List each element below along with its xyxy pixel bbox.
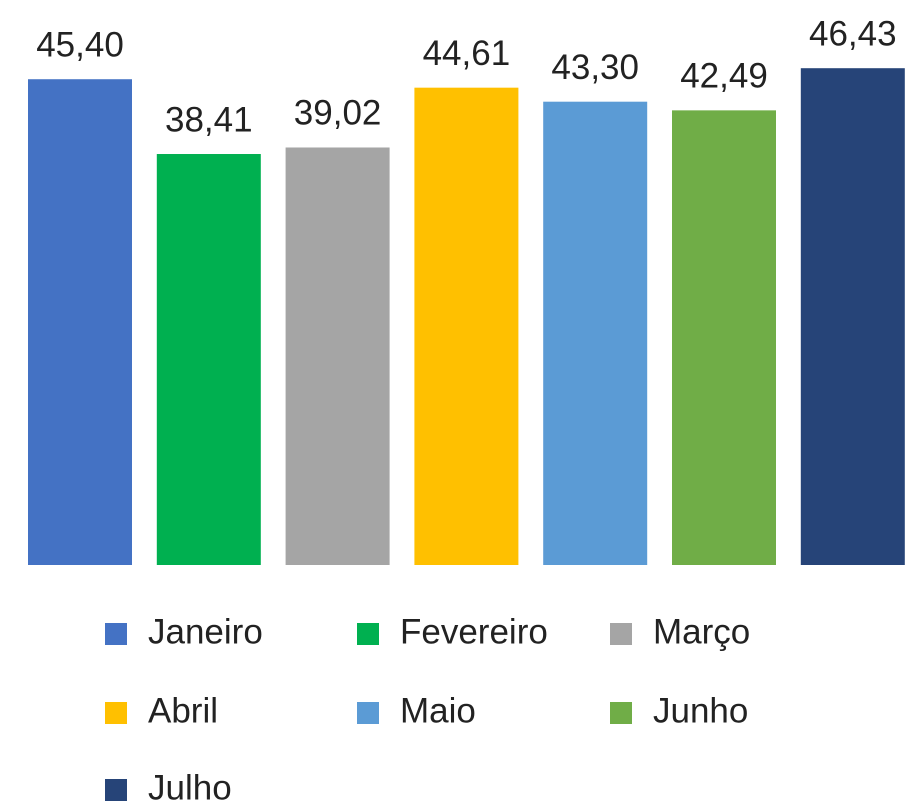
- legend-label: Julho: [148, 768, 232, 807]
- legend-swatch: [610, 702, 632, 724]
- data-label: 44,61: [423, 34, 511, 73]
- legend-label: Junho: [653, 691, 748, 730]
- data-label: 43,30: [551, 48, 639, 87]
- legend-label: Fevereiro: [400, 612, 548, 651]
- bar: [672, 110, 776, 566]
- legend-label: Maio: [400, 691, 476, 730]
- legend-label: Abril: [148, 691, 218, 730]
- data-label: 42,49: [680, 57, 768, 96]
- bar: [800, 68, 905, 565]
- bar: [285, 147, 390, 565]
- legend-swatch: [105, 779, 127, 801]
- data-label: 39,02: [294, 94, 382, 133]
- data-label: 38,41: [165, 100, 253, 139]
- legend-swatch: [105, 623, 127, 645]
- bar: [28, 79, 132, 565]
- data-label: 46,43: [809, 14, 897, 53]
- bar: [414, 87, 519, 565]
- legend-label: Janeiro: [148, 612, 263, 651]
- legend-label: Março: [653, 612, 750, 651]
- bar: [543, 101, 648, 565]
- legend-swatch: [357, 702, 379, 724]
- legend-swatch: [610, 623, 632, 645]
- data-label: 45,40: [36, 25, 124, 64]
- legend-swatch: [357, 623, 379, 645]
- bar: [156, 154, 261, 565]
- legend-swatch: [105, 702, 127, 724]
